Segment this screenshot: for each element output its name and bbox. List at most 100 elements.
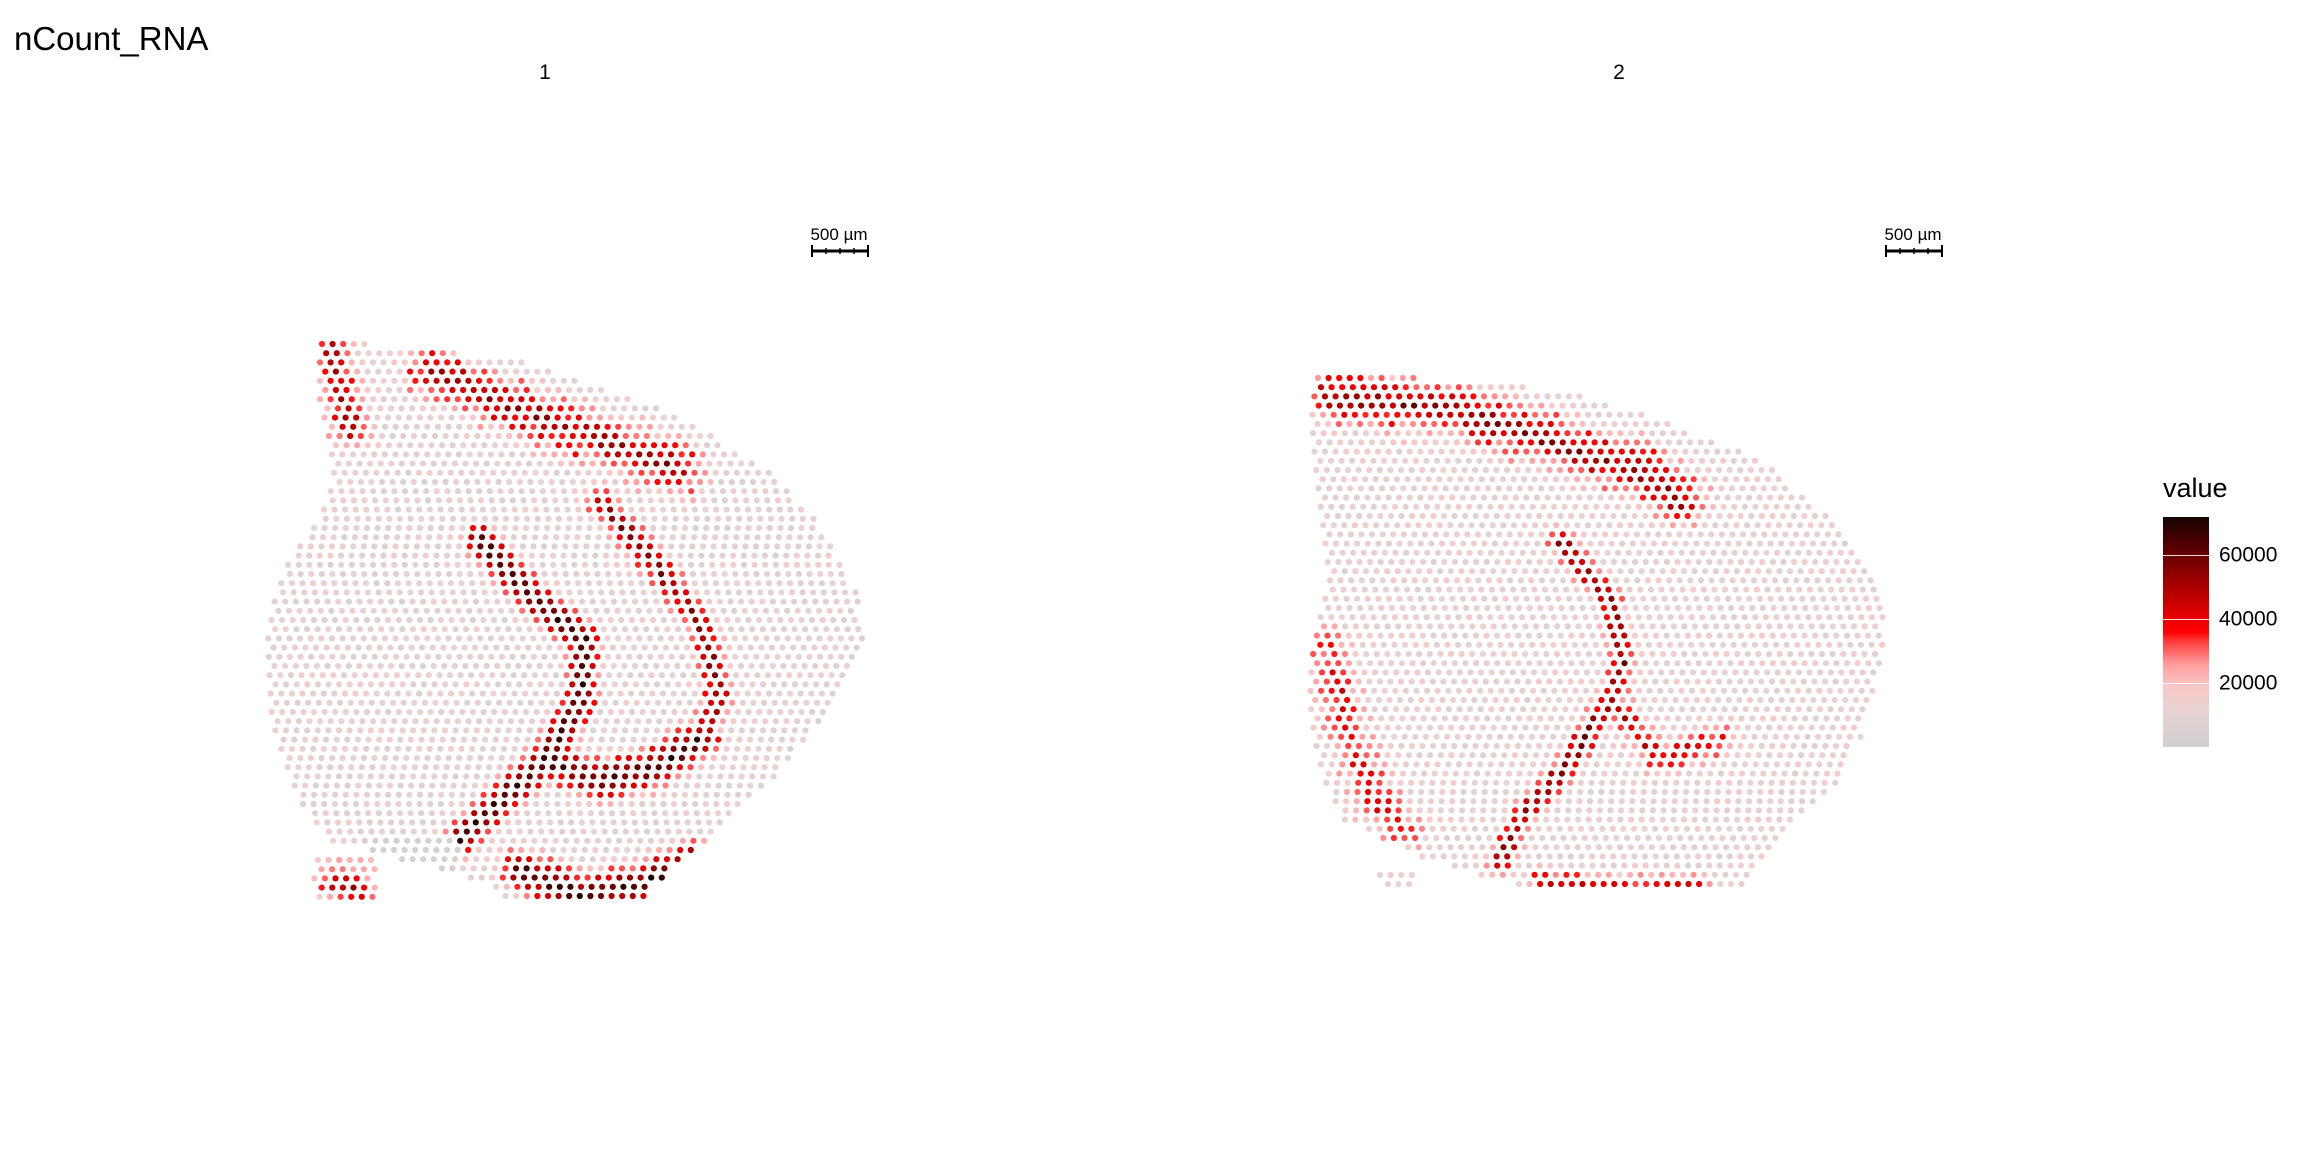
spot (1342, 724, 1349, 731)
spot (518, 846, 525, 854)
spot (322, 386, 329, 394)
spot (802, 626, 809, 633)
spot (1588, 825, 1595, 832)
spot (1664, 420, 1671, 428)
spot (491, 386, 498, 394)
spot (589, 460, 596, 467)
spot (624, 846, 631, 854)
spot (416, 800, 423, 808)
spot (529, 607, 536, 614)
spot (369, 377, 377, 384)
spot (270, 644, 277, 651)
spot (427, 791, 434, 798)
spot (763, 754, 770, 762)
spot (562, 497, 570, 504)
spot (442, 432, 449, 440)
spot (1526, 420, 1533, 428)
spot (335, 626, 342, 633)
spot (1690, 476, 1697, 483)
spot (459, 524, 466, 532)
spot (1684, 512, 1691, 520)
spot (1826, 761, 1833, 768)
spot (1416, 807, 1423, 814)
spot (335, 773, 342, 780)
spot (775, 672, 782, 679)
spot (1717, 604, 1724, 612)
spot (1533, 798, 1541, 805)
spot (587, 386, 594, 394)
spot (321, 875, 328, 882)
spot (1590, 420, 1597, 428)
spot (1408, 678, 1415, 685)
spot (583, 451, 590, 458)
spot (756, 708, 763, 716)
spot (1421, 531, 1429, 538)
spot (302, 782, 309, 789)
spot (518, 561, 525, 568)
spot (385, 368, 392, 375)
spot (1650, 448, 1657, 455)
spot (1437, 430, 1444, 437)
spot (1515, 558, 1522, 566)
spot (564, 506, 571, 513)
spot (1812, 604, 1819, 612)
spot (285, 718, 292, 725)
spot (1735, 448, 1742, 455)
spot (1720, 761, 1727, 768)
spot (510, 672, 517, 679)
spot (702, 580, 709, 587)
spot (1401, 577, 1408, 584)
spot (1499, 476, 1506, 483)
spot (414, 653, 421, 660)
spot (445, 423, 452, 430)
spot (1811, 678, 1818, 685)
spot (598, 810, 605, 817)
spot (1406, 807, 1413, 814)
spot (317, 718, 324, 725)
spot (1349, 641, 1356, 648)
spot (1480, 448, 1488, 455)
spot (1458, 623, 1465, 630)
spot (332, 524, 339, 532)
spot (516, 727, 523, 734)
spot (1399, 420, 1406, 428)
spot (1769, 512, 1776, 520)
spot (587, 892, 594, 900)
spot (338, 377, 345, 384)
spot (727, 662, 734, 670)
spot (1818, 568, 1825, 575)
spot (572, 423, 579, 430)
spot (553, 745, 561, 752)
spot (442, 681, 449, 688)
spot (1695, 660, 1702, 667)
spot (540, 607, 547, 614)
spot (366, 662, 374, 670)
spot (1722, 476, 1729, 483)
spot (1607, 807, 1614, 814)
spot (547, 598, 554, 605)
spot (684, 819, 691, 826)
spot (600, 856, 607, 863)
spot (375, 386, 382, 394)
spot (766, 708, 773, 716)
spot (652, 819, 660, 826)
spot (1323, 779, 1330, 786)
spot (388, 727, 396, 734)
spot (1629, 540, 1636, 547)
spot (1321, 393, 1329, 400)
spot (558, 626, 565, 633)
spot (759, 598, 766, 605)
spot (390, 846, 398, 854)
spot (1660, 724, 1667, 731)
spot (584, 837, 591, 844)
spot (1780, 715, 1788, 722)
spot (1334, 678, 1341, 685)
spot (1317, 503, 1324, 510)
spot (1867, 577, 1874, 584)
spot (573, 874, 581, 881)
spot (488, 653, 495, 660)
spot (1850, 568, 1857, 575)
spot (681, 524, 689, 532)
spot (1575, 807, 1582, 814)
spot (1344, 696, 1351, 704)
